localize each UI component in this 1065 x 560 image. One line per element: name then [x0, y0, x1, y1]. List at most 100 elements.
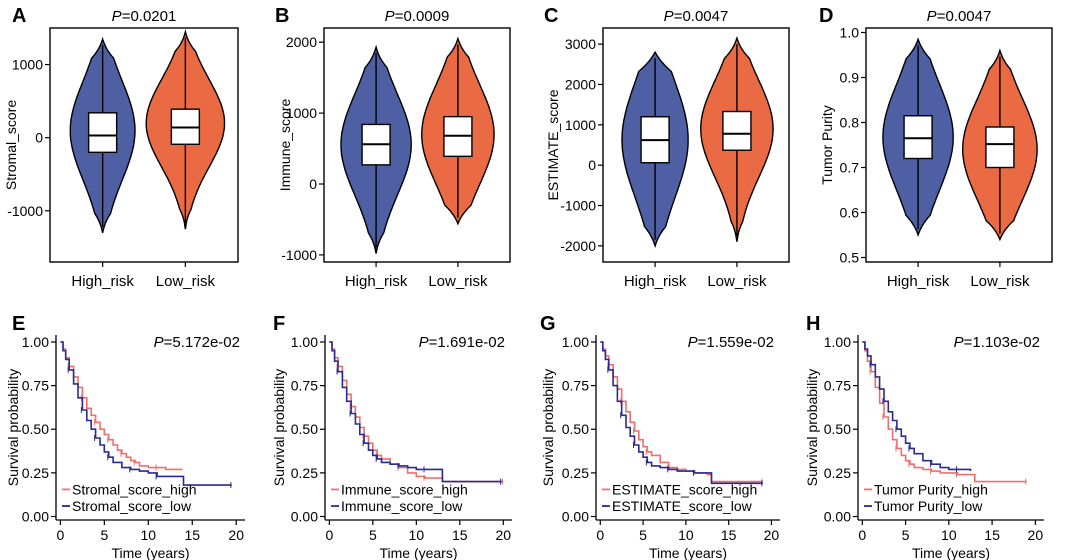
y-tick-label: 0.50: [824, 421, 851, 437]
p-value-number: =1.103e-02: [964, 334, 1040, 351]
panel-title-p-value: P=0.0047: [664, 8, 729, 25]
x-tick-label: 15: [184, 527, 200, 543]
p-symbol: P: [664, 8, 674, 25]
y-axis-label: Survival probability: [5, 369, 21, 487]
km-curve-high: [329, 341, 504, 483]
y-tick-label: 0.00: [22, 509, 49, 525]
panel-title-p-value: P=0.0047: [927, 8, 992, 25]
panel-title-p-value: P=0.0009: [385, 8, 450, 25]
y-tick-label: 0.50: [22, 421, 49, 437]
y-tick-label: 2000: [565, 76, 596, 92]
panel-title-p-value: P=0.0201: [112, 8, 177, 25]
legend-label-high: ESTIMATE_score_high: [612, 481, 757, 497]
y-tick-label: 0: [588, 157, 596, 173]
y-tick-label: -2000: [560, 238, 596, 254]
y-tick-label: 0.9: [840, 70, 860, 86]
y-tick-label: 0.5: [840, 250, 860, 266]
p-value-number: =1.559e-02: [698, 334, 774, 351]
y-axis-label: Tumor Purity: [819, 105, 835, 185]
y-tick-label: 1.00: [562, 334, 589, 350]
y-tick-label: 1.00: [291, 334, 318, 350]
y-tick-label: 0.75: [562, 378, 589, 394]
x-tick-label: 0: [596, 527, 604, 543]
km-p-value: P=1.103e-02: [954, 334, 1040, 351]
y-tick-label: 0.25: [562, 465, 589, 481]
x-axis-label: Time (years): [379, 545, 457, 560]
y-tick-label: -1000: [281, 247, 317, 263]
x-tick-label: 15: [452, 527, 468, 543]
panel-label-b: B: [275, 5, 289, 27]
km-curve-low: [329, 341, 502, 483]
x-tick-label: 5: [369, 527, 377, 543]
y-axis-label: Survival probability: [271, 369, 287, 487]
y-tick-label: 0.00: [291, 509, 318, 525]
box-iqr: [87, 112, 118, 154]
p-value-number: =0.0009: [395, 8, 450, 25]
panel-label-h: H: [806, 313, 820, 335]
panel-label-f: F: [273, 313, 285, 335]
panel-label-g: G: [540, 313, 556, 335]
y-tick-label: 0: [35, 130, 43, 146]
x-tick-label: 10: [678, 527, 694, 543]
x-category-label: Low_risk: [428, 273, 488, 290]
x-tick-label: 5: [902, 527, 910, 543]
x-tick-label: 10: [141, 527, 157, 543]
p-value-number: =0.0201: [122, 8, 177, 25]
y-tick-label: 0.50: [291, 421, 318, 437]
x-tick-label: 10: [409, 527, 425, 543]
x-tick-label: 15: [984, 527, 1000, 543]
y-tick-label: 0.00: [562, 509, 589, 525]
y-tick-label: 1.0: [840, 25, 860, 41]
legend-label-low: ESTIMATE_score_low: [612, 498, 753, 514]
p-value-number: =1.691e-02: [429, 334, 505, 351]
y-tick-label: 0.25: [824, 465, 851, 481]
x-tick-label: 0: [56, 527, 64, 543]
x-tick-label: 20: [1028, 527, 1044, 543]
p-symbol: P: [419, 334, 429, 351]
km-p-value: P=5.172e-02: [154, 334, 240, 351]
y-axis-label: Stromal_score: [3, 100, 19, 190]
x-category-label: Low_risk: [707, 273, 767, 290]
plot-frame: [602, 27, 790, 263]
y-tick-label: 0.25: [22, 465, 49, 481]
x-tick-label: 5: [100, 527, 108, 543]
x-axis-label: Time (years): [111, 545, 189, 560]
x-tick-label: 20: [764, 527, 780, 543]
y-tick-label: 1.00: [22, 334, 49, 350]
p-value-number: =5.172e-02: [164, 334, 240, 351]
km-curve-high: [862, 341, 1027, 483]
x-category-label: Low_risk: [156, 273, 216, 290]
y-tick-label: 1000: [565, 117, 596, 133]
legend-label-high: Stromal_score_high: [72, 481, 197, 497]
p-symbol: P: [927, 8, 937, 25]
panel-label-d: D: [819, 5, 833, 27]
x-category-label: High_risk: [71, 273, 134, 290]
x-axis-label: Time (years): [649, 545, 727, 560]
x-tick-label: 15: [721, 527, 737, 543]
p-symbol: P: [385, 8, 395, 25]
legend-label-high: Tumor Purity_high: [874, 481, 988, 497]
y-tick-label: 0.7: [840, 160, 860, 176]
box-iqr: [722, 110, 752, 151]
km-curve-high: [600, 341, 763, 483]
legend-label-low: Immune_score_low: [341, 498, 463, 514]
y-tick-label: 0.00: [824, 509, 851, 525]
p-value-number: =0.0047: [937, 8, 992, 25]
x-tick-label: 20: [496, 527, 512, 543]
y-tick-label: 3000: [565, 36, 596, 52]
plot-frame: [323, 27, 511, 263]
panel-label-e: E: [12, 313, 25, 335]
x-tick-label: 20: [228, 527, 244, 543]
y-tick-label: 0.25: [291, 465, 318, 481]
y-axis-label: Survival probability: [804, 369, 820, 487]
plot-frame: [49, 27, 239, 263]
y-axis-label: Survival probability: [540, 369, 556, 487]
x-category-label: High_risk: [624, 273, 687, 290]
x-category-label: High_risk: [887, 273, 950, 290]
km-curve-low: [60, 341, 232, 486]
y-tick-label: 1000: [286, 105, 317, 121]
x-tick-label: 5: [639, 527, 647, 543]
box-iqr: [903, 115, 933, 160]
y-tick-label: 1000: [12, 57, 43, 73]
p-symbol: P: [688, 334, 698, 351]
